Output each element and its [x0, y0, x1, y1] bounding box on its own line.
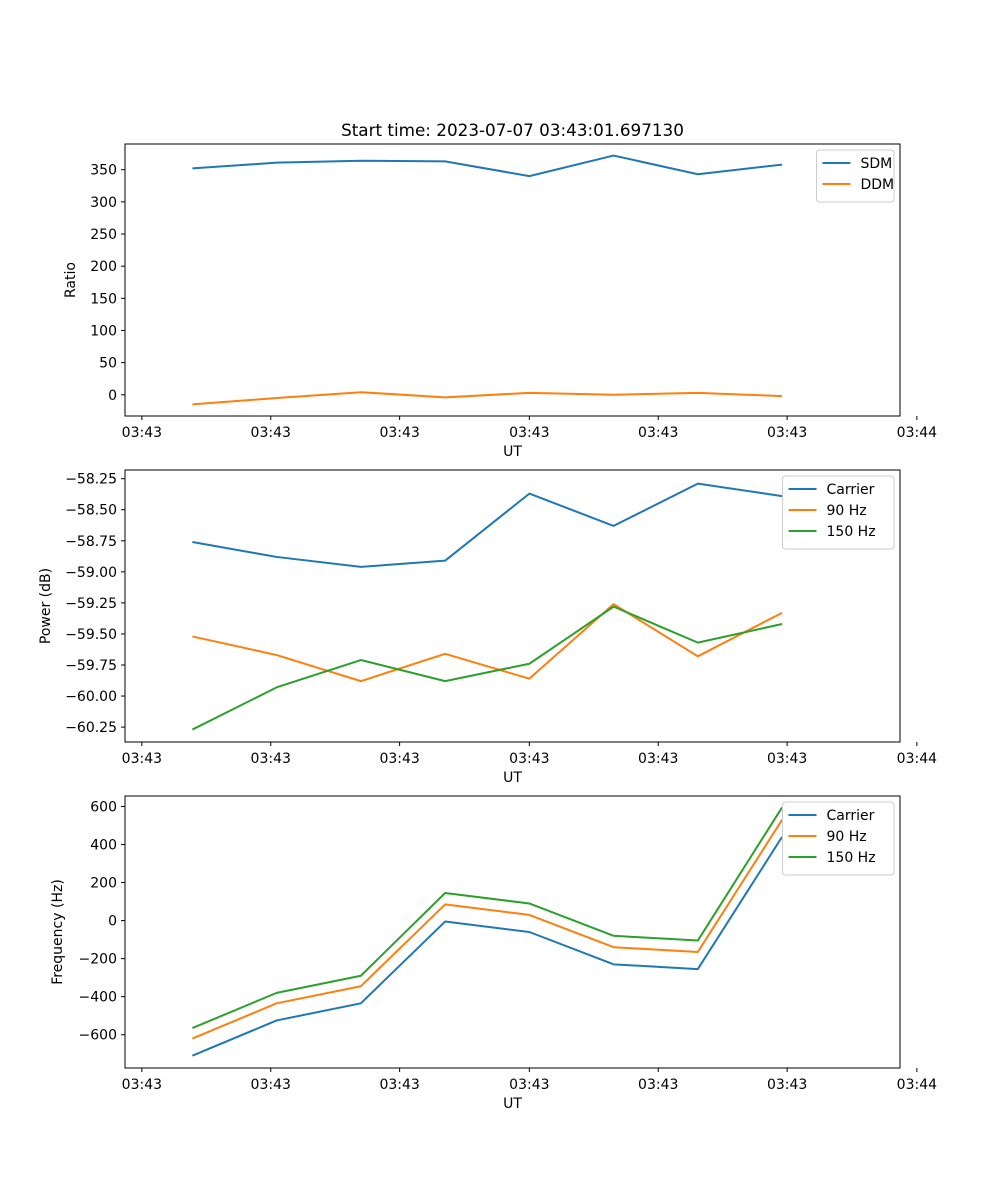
- y-tick-label: −60.25: [65, 720, 117, 736]
- legend-label: 90 Hz: [827, 503, 867, 519]
- legend-label: 150 Hz: [827, 850, 876, 866]
- x-tick-label: 03:43: [122, 425, 162, 441]
- y-tick-label: 300: [90, 195, 117, 211]
- x-tick-label: 03:43: [767, 1077, 807, 1093]
- series-line-90-hz: [192, 819, 783, 1040]
- y-tick-label: 600: [90, 799, 117, 815]
- y-axis-label: Frequency (Hz): [50, 879, 66, 985]
- y-tick-label: 200: [90, 876, 117, 892]
- plot-frame: [124, 795, 901, 1069]
- x-tick-label: 03:43: [251, 425, 291, 441]
- legend-label: DDM: [861, 177, 895, 193]
- legend-label: 150 Hz: [827, 524, 876, 540]
- x-tick-label: 03:43: [122, 1077, 162, 1093]
- x-tick-label: 03:43: [251, 751, 291, 767]
- x-tick-label: 03:43: [638, 425, 678, 441]
- x-tick-label: 03:44: [897, 751, 937, 767]
- x-axis-label: UT: [503, 444, 522, 460]
- x-tick-label: 03:44: [897, 1077, 937, 1093]
- x-tick-label: 03:43: [379, 1077, 419, 1093]
- x-tick-label: 03:43: [767, 425, 807, 441]
- x-axis-label: UT: [503, 1096, 522, 1112]
- y-axis-label: Ratio: [63, 262, 79, 298]
- x-tick-label: 03:43: [509, 1077, 549, 1093]
- y-tick-label: 0: [108, 914, 117, 930]
- y-tick-label: 150: [90, 291, 117, 307]
- series-line-150-hz: [191, 605, 783, 731]
- series-line-150-hz: [192, 806, 783, 1029]
- series-line-carrier: [192, 836, 783, 1057]
- x-tick-label: 03:43: [638, 1077, 678, 1093]
- y-tick-label: −58.50: [65, 503, 117, 519]
- chart-title: Start time: 2023-07-07 03:43:01.697130: [341, 120, 684, 140]
- x-tick-label: 03:44: [897, 425, 937, 441]
- y-tick-label: −59.75: [65, 658, 117, 674]
- y-tick-label: −59.00: [65, 565, 117, 581]
- series-line-ddm: [192, 391, 783, 406]
- y-tick-label: 50: [99, 356, 117, 372]
- y-tick-label: −200: [79, 952, 117, 968]
- x-tick-label: 03:43: [509, 751, 549, 767]
- x-axis-label: UT: [503, 770, 522, 786]
- y-tick-label: −59.25: [65, 596, 117, 612]
- legend: Carrier 90 Hz 150 Hz: [782, 801, 895, 876]
- legend-label: Carrier: [827, 808, 875, 824]
- y-tick-label: −60.00: [65, 689, 117, 705]
- legend-label: 90 Hz: [827, 829, 867, 845]
- y-tick-label: 250: [90, 227, 117, 243]
- y-tick-label: 0: [108, 388, 117, 404]
- x-tick-label: 03:43: [509, 425, 549, 441]
- y-tick-label: −58.25: [65, 472, 117, 488]
- y-tick-label: −600: [79, 1028, 117, 1044]
- x-tick-label: 03:43: [251, 1077, 291, 1093]
- subplots: 03:43 03:43 03:43 03:43 03:43 03:43 03:44 0 50 10…: [38, 143, 937, 1112]
- x-tick-label: 03:43: [122, 751, 162, 767]
- x-tick-label: 03:43: [379, 751, 419, 767]
- plot-frame: [124, 143, 901, 417]
- series-line-90-hz: [192, 603, 783, 683]
- y-tick-label: 200: [90, 259, 117, 275]
- plot-frame: [124, 469, 901, 743]
- legend-label: Carrier: [827, 482, 875, 498]
- y-tick-label: 400: [90, 838, 117, 854]
- series-line-sdm: [192, 154, 783, 178]
- series-line-carrier: [192, 482, 783, 568]
- subplot-2: 03:43 03:43 03:43 03:43 03:43 03:43 03:44 −58.2…: [38, 469, 937, 786]
- legend-label: SDM: [861, 156, 893, 172]
- y-tick-label: −400: [79, 990, 117, 1006]
- y-tick-label: −58.75: [65, 534, 117, 550]
- x-tick-label: 03:43: [638, 751, 678, 767]
- legend: SDM DDM: [816, 149, 895, 203]
- y-tick-label: −59.50: [65, 627, 117, 643]
- x-tick-label: 03:43: [767, 751, 807, 767]
- y-tick-label: 100: [90, 323, 117, 339]
- subplot-1: 03:43 03:43 03:43 03:43 03:43 03:43 03:44 0 50 10…: [63, 143, 937, 460]
- x-tick-label: 03:43: [379, 425, 419, 441]
- legend: Carrier 90 Hz 150 Hz: [782, 475, 895, 550]
- y-tick-label: 350: [90, 163, 117, 179]
- y-axis-label: Power (dB): [38, 568, 54, 644]
- subplot-3: 03:43 03:43 03:43 03:43 03:43 03:43 03:44 600 40…: [50, 795, 937, 1112]
